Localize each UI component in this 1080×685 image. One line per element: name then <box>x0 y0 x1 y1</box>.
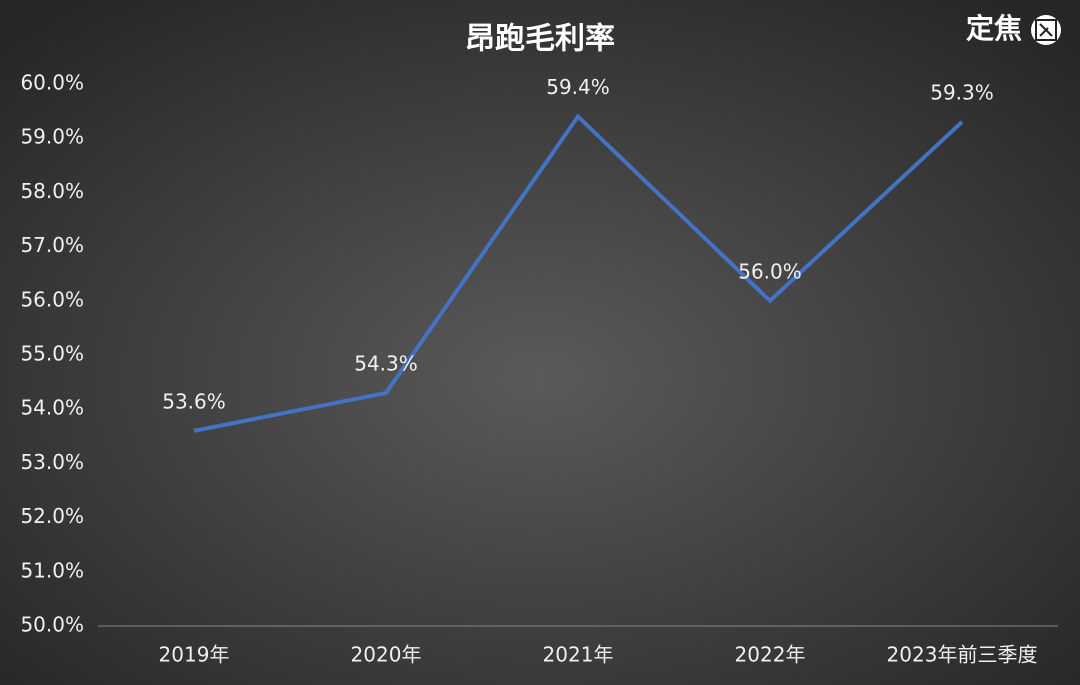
watermark-icon <box>1031 15 1061 45</box>
x-tick-label: 2022年 <box>735 643 806 667</box>
data-label: 56.0% <box>738 259 802 283</box>
y-tick-label: 54.0% <box>20 396 84 420</box>
y-tick-label: 60.0% <box>20 71 84 95</box>
y-tick-label: 51.0% <box>20 558 84 582</box>
x-tick-label: 2020年 <box>351 643 422 667</box>
y-tick-label: 59.0% <box>20 125 84 149</box>
x-tick-label: 2021年 <box>543 643 614 667</box>
y-tick-label: 58.0% <box>20 179 84 203</box>
chart-title: 昂跑毛利率 <box>465 22 615 57</box>
y-tick-label: 56.0% <box>20 287 84 311</box>
data-label: 54.3% <box>354 351 418 375</box>
data-line <box>193 113 964 433</box>
x-tick-label: 2023年前三季度 <box>887 643 1038 667</box>
x-tick-label: 2019年 <box>159 643 230 667</box>
y-tick-label: 52.0% <box>20 504 84 528</box>
y-tick-label: 55.0% <box>20 342 84 366</box>
data-label: 59.4% <box>546 75 610 99</box>
watermark: 定焦 <box>966 12 1022 45</box>
y-tick-label: 57.0% <box>20 233 84 257</box>
y-tick-label: 53.0% <box>20 450 84 474</box>
data-label: 53.6% <box>162 389 226 413</box>
data-label: 59.3% <box>930 80 994 104</box>
y-tick-label: 50.0% <box>20 613 84 637</box>
